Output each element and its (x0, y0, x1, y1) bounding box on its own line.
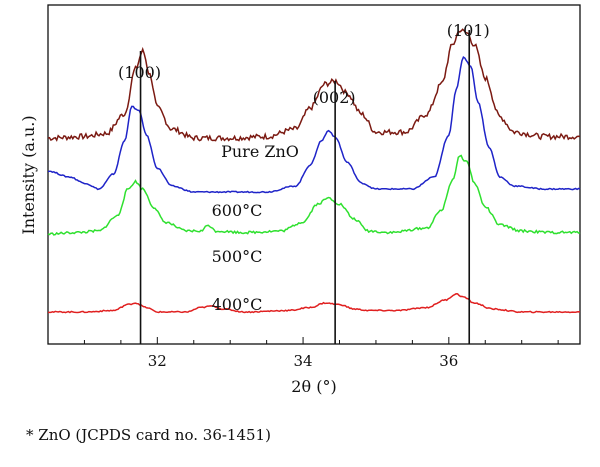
x-tick-label: 32 (148, 352, 167, 370)
peak-label: (002) (313, 88, 356, 107)
x-axis-label: 2θ (°) (291, 377, 336, 396)
series-label: 400°C (212, 295, 263, 314)
plot-frame (47, 4, 581, 345)
peak-reference-lines (139, 30, 471, 344)
series-label: 600°C (212, 201, 263, 220)
footnote: * ZnO (JCPDS card no. 36-1451) (26, 426, 271, 444)
y-axis-label: Intensity (a.u.) (19, 115, 38, 234)
annotations: (100) (002) (101) Pure ZnO 600°C 500°C 400°C (118, 21, 490, 314)
peak-label: (100) (118, 63, 161, 82)
series-line (47, 28, 581, 142)
series-label: 500°C (212, 247, 263, 266)
x-ticks: 32 34 36 (47, 337, 559, 370)
x-tick-label: 34 (294, 352, 313, 370)
series-line (47, 293, 581, 314)
series-lines (47, 28, 581, 314)
series-line (47, 154, 581, 236)
series-label: Pure ZnO (221, 142, 299, 161)
x-tick-label: 36 (439, 352, 458, 370)
peak-label: (101) (447, 21, 490, 40)
series-line (47, 55, 581, 194)
